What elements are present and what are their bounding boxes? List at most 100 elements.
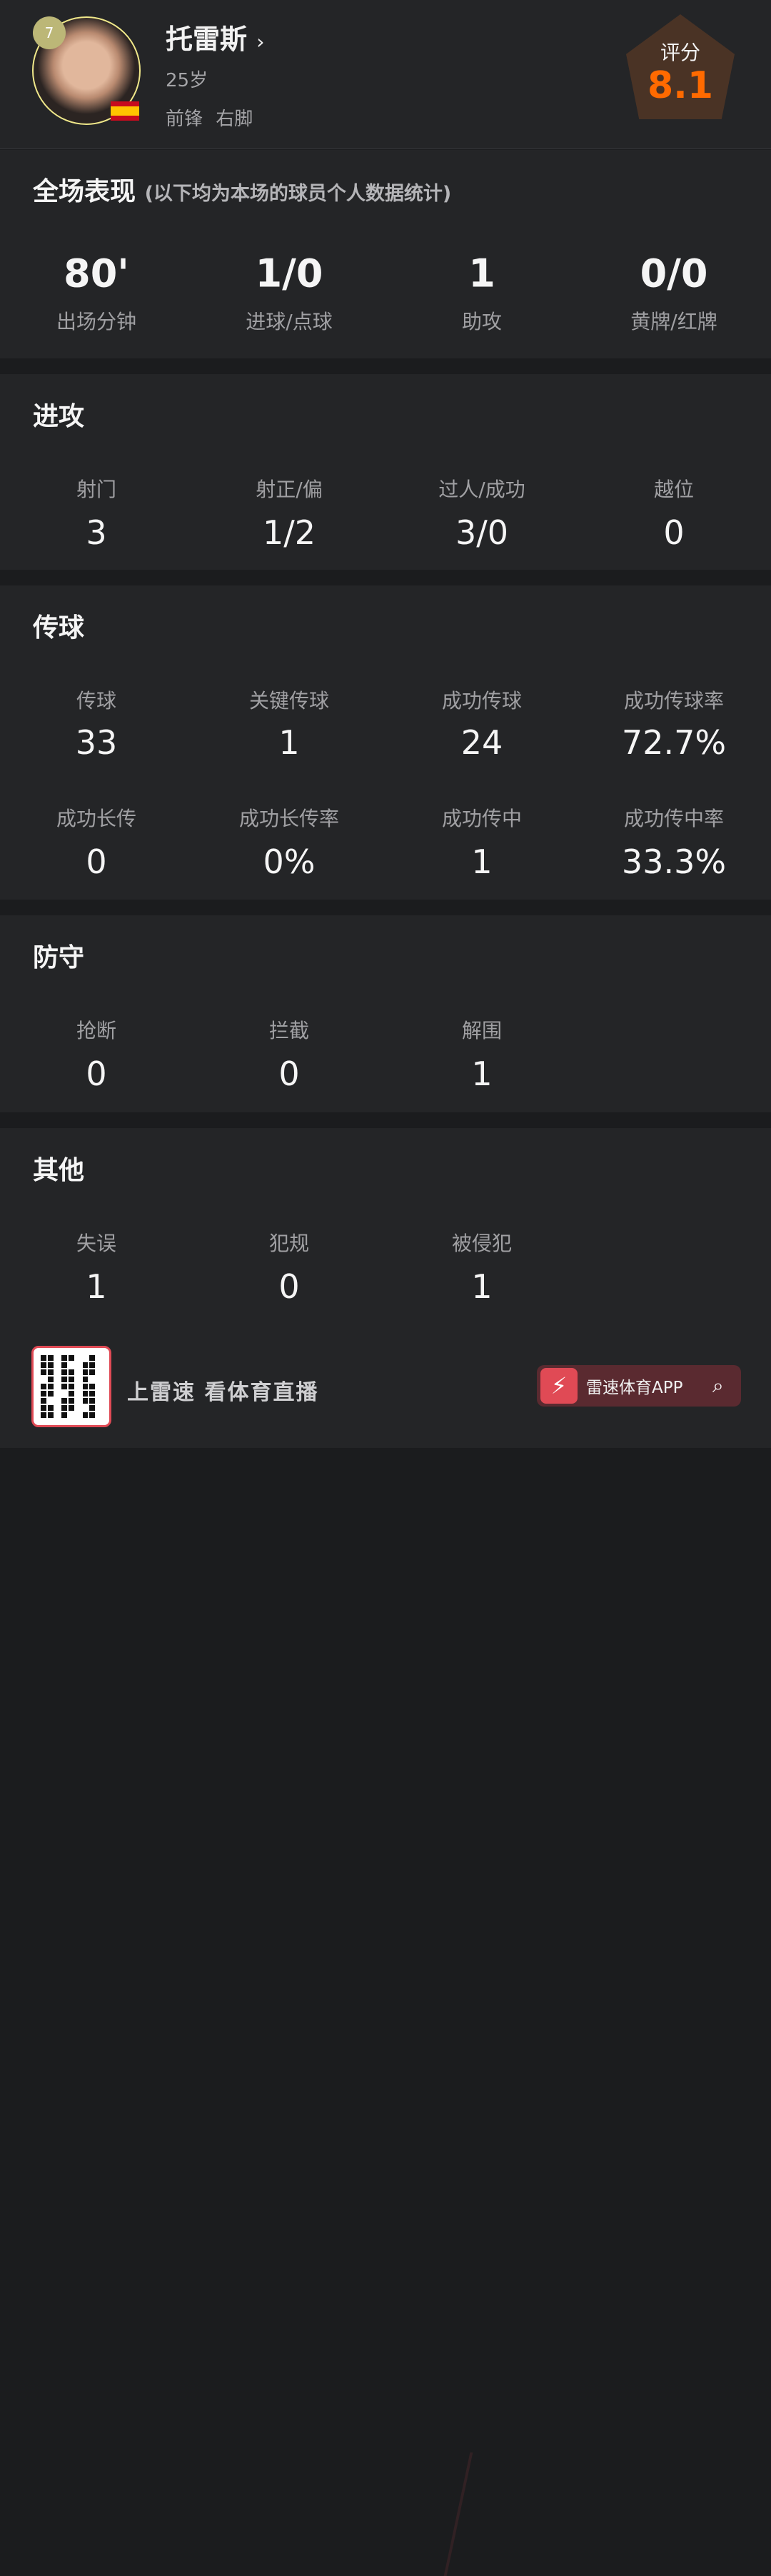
app-download-button[interactable]: ⚡ 雷速体育APP ⌕ — [537, 1365, 741, 1407]
stat-value: 1 — [471, 842, 493, 881]
stat-value: 0 — [663, 513, 685, 552]
stat-label: 成功长传 — [56, 807, 136, 830]
qr-module — [96, 1391, 102, 1397]
background-decoration — [443, 2452, 771, 2576]
stat-value: 1/0 — [255, 251, 323, 296]
stat-label: 解围 — [461, 1019, 502, 1042]
qr-module — [61, 1369, 68, 1375]
player-position: 前锋 — [166, 109, 203, 130]
qr-module — [96, 1412, 102, 1418]
qr-module — [82, 1398, 89, 1404]
stat-value: 3/0 — [455, 513, 509, 552]
qr-module — [41, 1405, 46, 1411]
rating-label: 评分 — [660, 41, 700, 64]
qr-module — [82, 1405, 89, 1411]
qr-module — [61, 1405, 68, 1411]
stat-value: 1 — [468, 251, 495, 296]
stat-value: 0 — [86, 842, 107, 881]
stat-label: 关键传球 — [248, 689, 329, 713]
attack-section: 进攻 射门 3 射正/偏 1/2 过人/成功 3/0 越位 0 — [0, 374, 771, 570]
qr-module — [75, 1384, 81, 1389]
qr-module — [41, 1398, 46, 1404]
qr-module — [61, 1384, 68, 1389]
footer-slogan: 上雷速 看体育直播 — [127, 1380, 319, 1405]
qr-module — [82, 1355, 89, 1361]
qr-module — [54, 1362, 61, 1368]
player-name: 托雷斯 — [166, 24, 248, 55]
section-title: 其他 — [33, 1156, 85, 1185]
qr-module — [61, 1391, 68, 1397]
jersey-number-badge: 7 — [33, 16, 66, 49]
stat-value: 80' — [64, 251, 129, 296]
qr-module — [96, 1398, 102, 1404]
qr-module — [47, 1412, 54, 1418]
qr-module — [75, 1405, 81, 1411]
qr-module — [47, 1355, 54, 1361]
qr-module — [82, 1369, 89, 1375]
stat-label: 过人/成功 — [438, 478, 525, 501]
qr-module — [47, 1369, 54, 1375]
qr-module — [61, 1377, 68, 1382]
spain-flag-icon — [111, 101, 139, 121]
qr-module — [69, 1355, 74, 1361]
stat-value: 0 — [86, 1055, 107, 1093]
qr-module — [89, 1377, 96, 1382]
stat-label: 成功传球率 — [623, 689, 724, 713]
qr-module — [41, 1377, 46, 1382]
stat-value: 0% — [263, 842, 316, 881]
defense-section: 防守 抢断 0 拦截 0 解围 1 — [0, 915, 771, 1112]
qr-module — [41, 1369, 46, 1375]
search-icon: ⌕ — [712, 1374, 724, 1397]
overall-section: 全场表现 (以下均为本场的球员个人数据统计) 80' 出场分钟 1/0 进球/点球 1 助… — [0, 150, 771, 358]
qr-module — [89, 1384, 96, 1389]
section-title: 防守 — [33, 943, 85, 972]
qr-module — [69, 1384, 74, 1389]
stat-label: 黄牌/红牌 — [630, 310, 717, 333]
qr-module — [61, 1412, 68, 1418]
qr-module — [96, 1369, 102, 1375]
qr-module — [75, 1369, 81, 1375]
player-name-link[interactable]: 托雷斯 › — [166, 17, 264, 56]
qr-module — [89, 1355, 96, 1361]
qr-module — [69, 1377, 74, 1382]
qr-module — [54, 1405, 61, 1411]
stat-label: 成功传中 — [441, 807, 522, 830]
stat-label: 成功传球 — [441, 689, 522, 713]
qr-module — [47, 1398, 54, 1404]
stat-label: 越位 — [653, 478, 694, 501]
qr-module — [54, 1398, 61, 1404]
qr-module — [41, 1391, 46, 1397]
qr-module — [54, 1377, 61, 1382]
qr-module — [47, 1377, 54, 1382]
qr-module — [54, 1355, 61, 1361]
stat-label: 成功传中率 — [623, 807, 724, 830]
qr-module — [69, 1398, 74, 1404]
qr-module — [41, 1362, 46, 1368]
qr-module — [96, 1377, 102, 1382]
qr-module — [96, 1384, 102, 1389]
stat-label: 成功长传率 — [238, 807, 339, 830]
stat-value: 24 — [460, 723, 503, 762]
qr-module — [69, 1412, 74, 1418]
stat-value: 3 — [86, 513, 107, 552]
qr-module — [61, 1398, 68, 1404]
stat-value: 72.7% — [621, 723, 727, 762]
qr-module — [96, 1405, 102, 1411]
qr-module — [82, 1384, 89, 1389]
stat-label: 射正/偏 — [256, 478, 323, 501]
qr-module — [75, 1391, 81, 1397]
stat-label: 出场分钟 — [56, 310, 136, 333]
qr-module — [75, 1398, 81, 1404]
player-header: 7 托雷斯 › 25岁 前锋 右脚 评分 8.1 — [0, 0, 771, 149]
stat-value: 1/2 — [262, 513, 316, 552]
qr-module — [47, 1391, 54, 1397]
qr-module — [61, 1355, 68, 1361]
rating-badge: 评分 8.1 — [626, 14, 735, 119]
qr-module — [82, 1391, 89, 1397]
qr-module — [47, 1362, 54, 1368]
stat-label: 抢断 — [76, 1019, 116, 1042]
qr-module — [89, 1362, 96, 1368]
stat-label: 被侵犯 — [451, 1232, 512, 1255]
qr-module — [75, 1412, 81, 1418]
passing-section: 传球 传球 33 关键传球 1 成功传球 24 成功传球率 72.7% 成功长传 0 成功长传率 0% 成… — [0, 585, 771, 900]
